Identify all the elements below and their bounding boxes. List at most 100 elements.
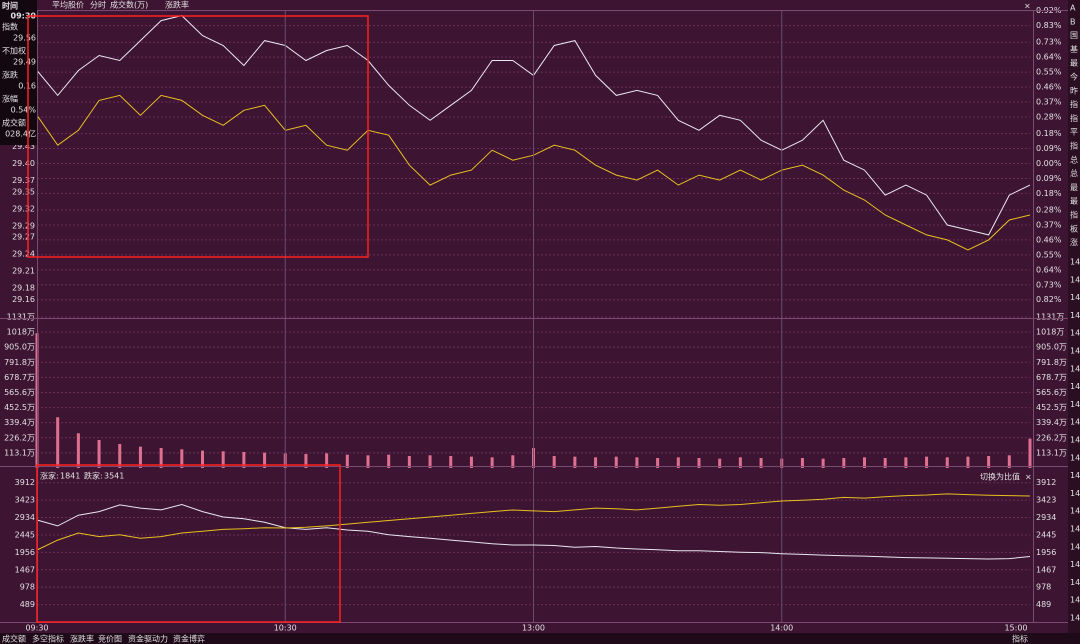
info-label: 指数 bbox=[2, 22, 18, 32]
legend-name: 跌家: bbox=[84, 471, 103, 481]
y-tick-label: 339.4万 bbox=[1036, 418, 1067, 427]
volume-bar bbox=[718, 458, 722, 468]
info-label: 不加权 bbox=[2, 46, 26, 56]
y-tick-label: 1131万 bbox=[1036, 313, 1064, 322]
tabs: 成交额 多空指标 涨跌率 竞价图 资金驱动力 资金博弈 指标 bbox=[2, 634, 1028, 644]
side-label: 最 bbox=[1070, 197, 1078, 206]
y-tick-label: 1018万 bbox=[1036, 328, 1064, 337]
side-label: 14 bbox=[1070, 364, 1080, 373]
side-label: 14 bbox=[1070, 382, 1080, 391]
y-tick-label: 0.83% bbox=[1036, 21, 1062, 30]
y-tick-label: 0.55% bbox=[1036, 68, 1062, 77]
side-label: 14 bbox=[1070, 542, 1080, 551]
tab[interactable]: 竞价图 bbox=[98, 634, 122, 644]
y-tick-label: 3912 bbox=[1036, 478, 1056, 487]
side-label: 昨 bbox=[1070, 85, 1078, 95]
header-item[interactable]: 涨跌率 bbox=[165, 0, 189, 10]
legend-value: 3541 bbox=[104, 472, 124, 481]
volume-bar bbox=[552, 455, 556, 468]
volume-bar bbox=[449, 455, 453, 468]
volume-bar bbox=[345, 454, 349, 468]
switch-button[interactable]: 切换为比值 bbox=[980, 472, 1020, 482]
volume-bar bbox=[428, 455, 432, 468]
volume-bar bbox=[366, 455, 370, 468]
close-button[interactable]: × bbox=[1024, 2, 1031, 11]
tab[interactable]: 多空指标 bbox=[32, 634, 64, 644]
y-tick-label: 565.6万 bbox=[1036, 388, 1067, 397]
volume-bar bbox=[863, 457, 866, 468]
header-item[interactable]: 成交数(万) bbox=[110, 0, 148, 10]
y-tick-label: 0.73% bbox=[1036, 38, 1062, 47]
side-label: 14 bbox=[1070, 596, 1080, 605]
side-label: 平 bbox=[1070, 128, 1078, 137]
volume-bar bbox=[904, 457, 908, 468]
close-button[interactable]: × bbox=[1025, 473, 1032, 482]
side-label: B bbox=[1070, 17, 1076, 26]
volume-bar bbox=[656, 457, 660, 468]
x-tick-label: 15:00 bbox=[1004, 624, 1027, 633]
volume-bar bbox=[407, 455, 411, 468]
side-label: 涨 bbox=[1070, 237, 1078, 247]
y-tick-label: 678.7万 bbox=[4, 373, 35, 382]
volume-bar bbox=[159, 447, 163, 468]
y-tick-label: 2934 bbox=[15, 513, 35, 522]
side-label: 14 bbox=[1070, 347, 1080, 356]
side-label: 最 bbox=[1070, 183, 1078, 192]
side-label: 14 bbox=[1070, 578, 1080, 587]
y2-tick-label: 29.37 bbox=[12, 176, 35, 185]
legend-value: 1841 bbox=[60, 472, 80, 481]
header-item[interactable]: 平均股价 bbox=[52, 0, 84, 10]
y-tick-label: 489 bbox=[20, 600, 35, 609]
x-tick-label: 10:30 bbox=[274, 624, 297, 633]
side-label: 基 bbox=[1070, 44, 1078, 54]
volume-bar bbox=[469, 456, 473, 468]
y2-tick-label: 29.16 bbox=[12, 295, 35, 304]
y-tick-label: 2934 bbox=[1036, 513, 1056, 522]
y-tick-label: 978 bbox=[20, 583, 35, 592]
tab[interactable]: 成交额 bbox=[2, 634, 26, 644]
info-value: 0.54% bbox=[11, 106, 37, 115]
y-tick-label: 905.0万 bbox=[4, 343, 35, 352]
volume-bar bbox=[697, 457, 701, 468]
volume-bar bbox=[221, 451, 225, 468]
header-item[interactable]: 分时 bbox=[90, 0, 106, 10]
volume-bar bbox=[676, 457, 680, 468]
side-label: 14 bbox=[1070, 275, 1080, 284]
tab[interactable]: 涨跌率 bbox=[70, 634, 94, 644]
y-tick-label: 978 bbox=[1036, 583, 1051, 592]
series-line bbox=[36, 503, 1031, 560]
tab[interactable]: 资金博弈 bbox=[173, 634, 205, 644]
side-label: 14 bbox=[1070, 418, 1080, 427]
side-label: 总 bbox=[1070, 154, 1078, 164]
info-value: 0.16 bbox=[18, 82, 36, 91]
volume-bar bbox=[635, 457, 639, 468]
side-label: 最 bbox=[1070, 59, 1078, 68]
volume-bar bbox=[304, 453, 308, 468]
y-tick-label: 1956 bbox=[1036, 548, 1056, 557]
side-label: 14 bbox=[1070, 453, 1080, 462]
volume-bar bbox=[76, 433, 80, 468]
tab[interactable]: 资金驱动力 bbox=[128, 634, 168, 644]
y-tick-label: 1467 bbox=[1036, 565, 1056, 574]
y-tick-label: 2445 bbox=[15, 530, 35, 539]
volume-bar bbox=[966, 456, 970, 468]
side-label: 14 bbox=[1070, 311, 1080, 320]
side-label: 总 bbox=[1070, 168, 1078, 178]
y-tick-label: 3423 bbox=[1036, 496, 1056, 505]
side-label: 14 bbox=[1070, 560, 1080, 569]
y-tick-label: 0.46% bbox=[1036, 235, 1062, 244]
volume-bar bbox=[842, 457, 846, 468]
time-label: 时间 bbox=[2, 1, 18, 11]
y-tick-label: 1131万 bbox=[7, 313, 35, 322]
y-tick-label: 489 bbox=[1036, 600, 1051, 609]
y-tick-label: 0.09% bbox=[1036, 144, 1062, 153]
y2-tick-label: 29.35 bbox=[12, 187, 35, 196]
y-tick-label: 678.7万 bbox=[1036, 373, 1067, 382]
y2-tick-label: 29.40 bbox=[12, 159, 35, 168]
volume-bar bbox=[201, 450, 204, 468]
indicator-button[interactable]: 指标 bbox=[1012, 634, 1028, 644]
y-tick-label: 226.2万 bbox=[1036, 433, 1067, 442]
info-value: 028.4亿 bbox=[5, 129, 36, 139]
